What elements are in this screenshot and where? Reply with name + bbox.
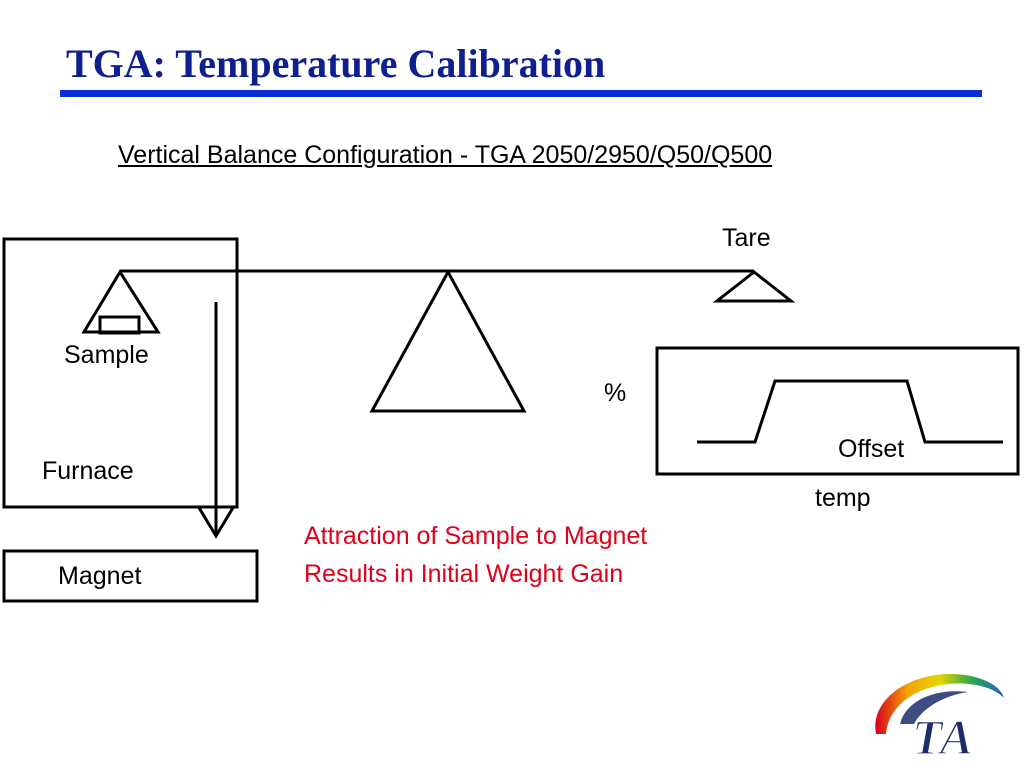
logo-swoosh-icon [875,673,1004,734]
sample-pan [81,269,161,334]
ta-logo: TA [875,673,1004,764]
logo-inner-arc-icon [900,691,968,724]
magnet-box [2,549,259,603]
furnace-label: Furnace [42,457,134,485]
magnet-attraction-note: Attraction of Sample to Magnet Results i… [304,517,647,593]
inset-plot-box [655,346,1020,476]
title-underline-bar [60,90,982,97]
percent-axis-label: % [604,379,627,407]
tare-label: Tare [722,224,771,252]
furnace-box [2,237,239,509]
note-line-2: Results in Initial Weight Gain [304,560,624,588]
arrow-head [196,505,236,539]
slide-subtitle: Vertical Balance Configuration - TGA 205… [118,141,773,169]
magnet-label: Magnet [58,562,142,590]
tare-pan [712,270,796,303]
temp-axis-label: temp [815,484,871,512]
slide-title: TGA: Temperature Calibration [66,41,606,86]
fulcrum-triangle [369,268,527,413]
offset-curve [697,379,1003,444]
sample-specimen [98,315,141,335]
logo-text: TA [912,709,973,764]
note-line-1: Attraction of Sample to Magnet [304,522,648,550]
sample-label: Sample [64,341,149,369]
offset-label: Offset [838,435,905,463]
